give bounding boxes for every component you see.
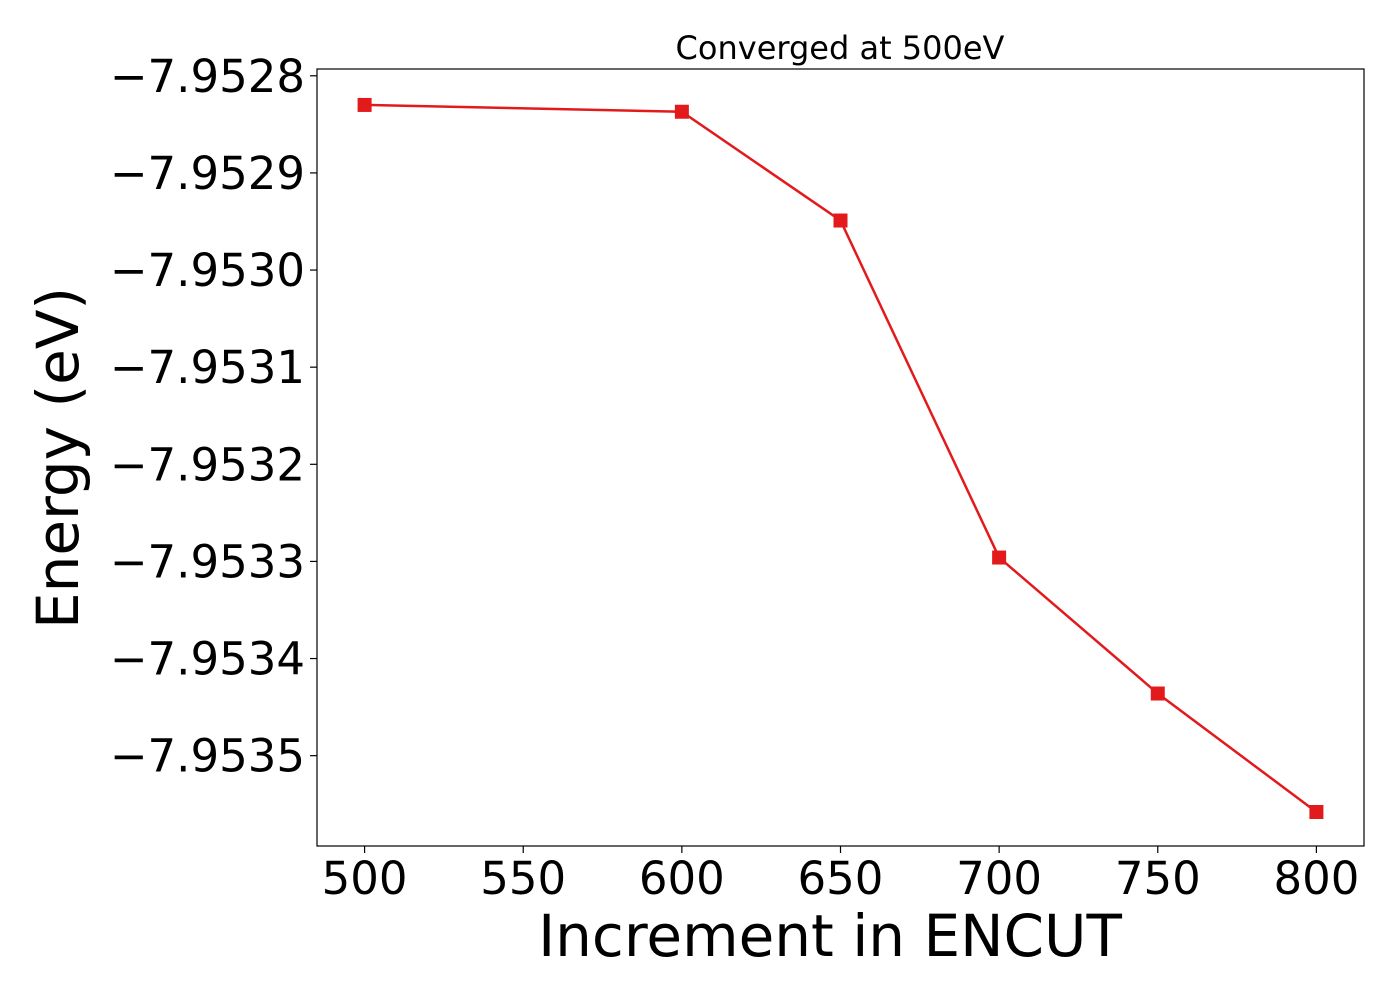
data-point-marker bbox=[833, 213, 848, 228]
y-tick-label: −7.9528 bbox=[110, 50, 305, 103]
chart-title: Converged at 500eV bbox=[676, 29, 1005, 67]
data-point-marker bbox=[674, 104, 689, 119]
y-axis-ticks: −7.9528 −7.9529 −7.9530 −7.9531 −7.9532 −7.95… bbox=[110, 50, 317, 783]
y-tick-label: −7.9533 bbox=[110, 535, 305, 588]
data-point-marker bbox=[992, 550, 1007, 565]
y-tick-label: −7.9531 bbox=[110, 341, 305, 394]
x-tick-label: 650 bbox=[798, 852, 884, 905]
y-tick-label: −7.9532 bbox=[110, 438, 305, 491]
series-line bbox=[364, 103, 1318, 814]
x-tick-label: 500 bbox=[322, 852, 408, 905]
x-tick-label: 700 bbox=[956, 852, 1042, 905]
x-tick-label: 550 bbox=[480, 852, 566, 905]
x-axis-label: Increment in ENCUT bbox=[538, 902, 1122, 970]
x-axis-ticks: 500 550 600 650 700 750 800 bbox=[322, 846, 1359, 905]
series-layer bbox=[357, 97, 1324, 820]
y-tick-label: −7.9535 bbox=[110, 730, 305, 783]
y-tick-label: −7.9529 bbox=[110, 147, 305, 200]
data-point-marker bbox=[1309, 805, 1324, 820]
x-tick-label: 800 bbox=[1273, 852, 1359, 905]
y-tick-label: −7.9534 bbox=[110, 633, 305, 686]
x-tick-label: 600 bbox=[639, 852, 725, 905]
y-tick-label: −7.9530 bbox=[110, 244, 305, 297]
x-tick-label: 750 bbox=[1115, 852, 1201, 905]
data-point-marker bbox=[1150, 686, 1165, 701]
y-axis-label: Energy (eV) bbox=[24, 287, 92, 629]
data-point-marker bbox=[357, 97, 372, 112]
